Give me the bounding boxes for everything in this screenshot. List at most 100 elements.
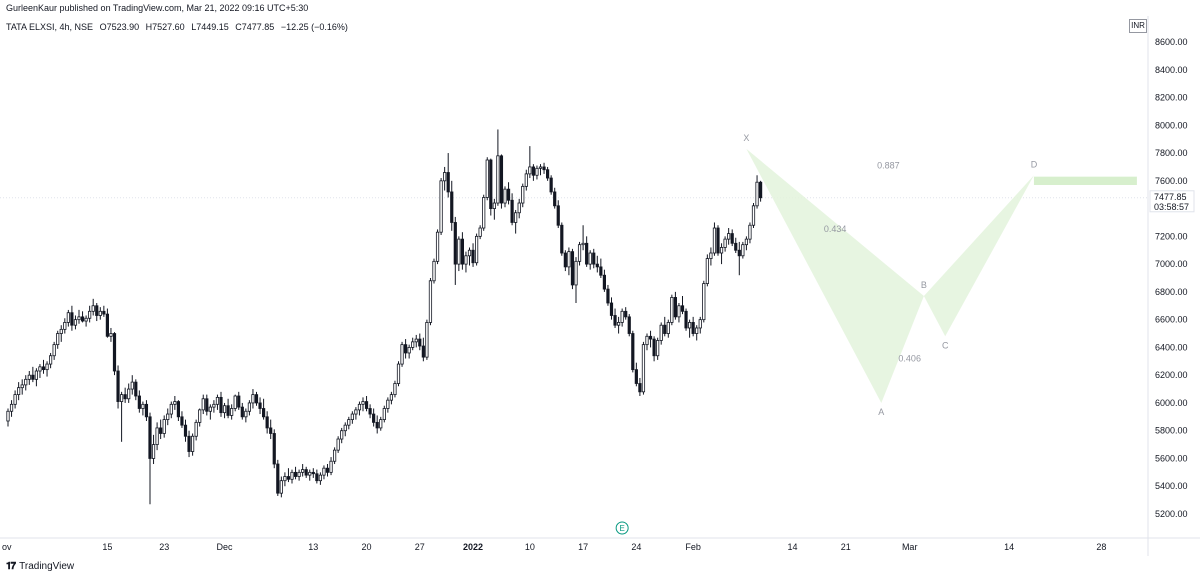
candle-body [688, 322, 692, 329]
candle-body [304, 469, 308, 476]
currency-label[interactable]: INR [1129, 19, 1147, 33]
candle [208, 404, 212, 420]
candle-body [464, 255, 468, 265]
price-tick-label: 8000.00 [1155, 120, 1188, 130]
candle-body [102, 310, 106, 315]
price-axis[interactable]: 8600.00 8400.00 8200.00 8000.00 7800.00 7600.… [1155, 37, 1188, 519]
ohlc-open: O7523.90 [99, 22, 140, 32]
candle [315, 469, 319, 484]
bat-pattern[interactable]: X A B C D 0.434 0.887 0.406 [743, 133, 1137, 417]
candle-body [556, 205, 560, 226]
candle-body [215, 396, 220, 405]
time-tick-label: Feb [685, 542, 701, 552]
candle [499, 154, 504, 209]
candle [73, 315, 78, 330]
candle [585, 236, 589, 267]
target-zone [1033, 176, 1137, 185]
candle [521, 183, 525, 208]
candle [219, 391, 223, 417]
candle [41, 359, 46, 374]
candle [269, 419, 273, 440]
candle-body [460, 238, 465, 265]
publisher-info: GurleenKaur published on TradingView.com… [6, 3, 309, 13]
candle [709, 247, 713, 266]
candle-body [496, 155, 500, 204]
candle [471, 243, 475, 267]
candle [588, 250, 592, 270]
candle [723, 236, 727, 252]
candle [230, 404, 234, 420]
candle [680, 296, 685, 315]
candle [538, 164, 543, 176]
candle-body [290, 471, 294, 480]
candle [684, 308, 688, 331]
candle [237, 391, 241, 410]
candle [727, 228, 731, 245]
candle-body [421, 345, 425, 358]
candle [120, 391, 124, 442]
candle [691, 316, 695, 337]
candle-body [244, 410, 248, 418]
candle-body [254, 394, 259, 404]
candle [325, 464, 330, 477]
candle-body [325, 467, 330, 473]
candle [574, 257, 578, 303]
candle-body [744, 238, 749, 246]
candle-body [531, 166, 536, 176]
candle-body [393, 383, 397, 396]
ohlc-change: −12.25 (−0.16%) [280, 22, 348, 32]
candle [641, 341, 646, 395]
time-axis[interactable]: ov 15 23 Dec 13 20 27 2022 10 17 24 Feb 14 21 Mar 14 28 [2, 542, 1106, 552]
candle [414, 334, 418, 348]
candle-body [279, 480, 283, 494]
price-tick-label: 5600.00 [1155, 453, 1188, 463]
candle-body [354, 409, 358, 415]
candle-body [652, 338, 656, 357]
candle [148, 412, 152, 505]
candle-body [482, 197, 486, 229]
candle-body [187, 435, 191, 452]
earnings-marker-label: E [619, 524, 624, 533]
candle-body [620, 310, 624, 323]
candle [112, 332, 117, 376]
candle-body [361, 401, 365, 405]
candle-body [759, 181, 763, 199]
candle [528, 146, 532, 179]
candle-body [666, 322, 670, 334]
price-tick-label: 6200.00 [1155, 370, 1188, 380]
earnings-marker-icon [615, 521, 629, 535]
pattern-point-label: X [743, 133, 749, 143]
candle [322, 465, 326, 480]
candle-body [581, 242, 585, 246]
symbol-name: TATA ELXSI, 4h, NSE [6, 22, 94, 32]
candle [620, 308, 624, 327]
candle [396, 361, 401, 387]
candle-body [308, 471, 312, 476]
candle [272, 429, 276, 469]
candle [652, 336, 656, 362]
candle [386, 397, 390, 413]
candle [144, 400, 149, 421]
candle [127, 383, 131, 403]
candle [318, 472, 323, 485]
footer-brand[interactable]: 𝟏𝟕 TradingView [6, 561, 74, 572]
candle [24, 375, 28, 391]
candle-body [478, 227, 482, 237]
candle-body [730, 233, 734, 244]
candle-body [222, 405, 227, 414]
candle-body [524, 173, 528, 187]
candle [347, 416, 351, 430]
candle [137, 390, 141, 413]
candles [6, 129, 763, 505]
candle [340, 427, 344, 444]
candle-body [201, 398, 205, 411]
candle [226, 398, 230, 419]
candle [617, 316, 621, 334]
candle-body [77, 316, 81, 321]
candle [13, 390, 17, 409]
candle-body [514, 212, 518, 223]
candle-body [705, 258, 709, 284]
candle-body [59, 328, 63, 334]
candle-body [347, 419, 351, 426]
